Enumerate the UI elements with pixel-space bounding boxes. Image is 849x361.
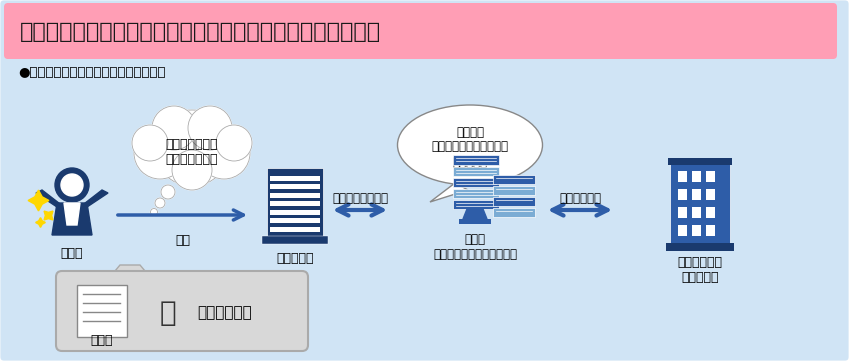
FancyBboxPatch shape: [453, 189, 499, 198]
FancyBboxPatch shape: [270, 193, 320, 198]
FancyBboxPatch shape: [270, 201, 320, 206]
FancyBboxPatch shape: [678, 189, 687, 200]
FancyBboxPatch shape: [678, 207, 687, 218]
Polygon shape: [36, 190, 64, 207]
Polygon shape: [110, 265, 150, 277]
Text: マイナンバーを
提示すればいい: マイナンバーを 提示すればいい: [166, 138, 218, 166]
FancyBboxPatch shape: [267, 168, 323, 236]
Circle shape: [150, 209, 158, 216]
Circle shape: [132, 125, 168, 161]
Ellipse shape: [397, 105, 543, 185]
Circle shape: [172, 150, 212, 190]
FancyBboxPatch shape: [77, 285, 127, 337]
FancyBboxPatch shape: [706, 225, 715, 236]
FancyBboxPatch shape: [692, 225, 701, 236]
FancyBboxPatch shape: [493, 197, 535, 206]
Circle shape: [152, 106, 196, 150]
Circle shape: [154, 110, 230, 186]
FancyBboxPatch shape: [270, 218, 320, 223]
Text: 法務省
（戸籍情報連携システム）: 法務省 （戸籍情報連携システム）: [433, 233, 517, 261]
FancyBboxPatch shape: [706, 189, 715, 200]
FancyBboxPatch shape: [270, 210, 320, 215]
Polygon shape: [463, 209, 487, 219]
FancyBboxPatch shape: [270, 176, 320, 181]
FancyBboxPatch shape: [56, 271, 308, 351]
Circle shape: [61, 174, 83, 196]
Text: ３．マイナンバー制度の活用による戸籍証明書等の添付省略: ３．マイナンバー制度の活用による戸籍証明書等の添付省略: [20, 22, 381, 42]
Polygon shape: [430, 183, 468, 202]
FancyBboxPatch shape: [666, 243, 734, 251]
FancyBboxPatch shape: [678, 225, 687, 236]
Polygon shape: [52, 203, 92, 235]
FancyBboxPatch shape: [459, 219, 491, 224]
Text: マイナンバー: マイナンバー: [198, 305, 252, 321]
Circle shape: [216, 125, 252, 161]
Circle shape: [55, 168, 89, 202]
FancyBboxPatch shape: [706, 171, 715, 182]
Circle shape: [188, 106, 232, 150]
FancyBboxPatch shape: [670, 163, 730, 243]
Text: ネットワーク連携: ネットワーク連携: [332, 191, 388, 204]
FancyBboxPatch shape: [262, 236, 328, 244]
Polygon shape: [64, 203, 80, 225]
Circle shape: [134, 127, 186, 179]
FancyBboxPatch shape: [692, 207, 701, 218]
Text: ＋: ＋: [160, 299, 177, 327]
Text: 申請先機関: 申請先機関: [276, 252, 314, 265]
FancyBboxPatch shape: [453, 178, 499, 187]
FancyBboxPatch shape: [692, 171, 701, 182]
Text: 情報提供
ネットワークシステムを
介した連携: 情報提供 ネットワークシステムを 介した連携: [431, 126, 509, 169]
Text: 申請: 申請: [176, 234, 190, 247]
Polygon shape: [80, 190, 108, 207]
FancyBboxPatch shape: [692, 189, 701, 200]
Circle shape: [161, 185, 175, 199]
FancyBboxPatch shape: [4, 3, 837, 59]
FancyBboxPatch shape: [453, 155, 499, 165]
Text: 申請人: 申請人: [61, 247, 83, 260]
Text: ●申請手続（児童扶養手当認定請求等）: ●申請手続（児童扶養手当認定請求等）: [18, 65, 166, 78]
Circle shape: [155, 198, 165, 208]
FancyBboxPatch shape: [493, 175, 535, 184]
FancyBboxPatch shape: [678, 171, 687, 182]
Text: 申請書: 申請書: [91, 334, 113, 347]
FancyBboxPatch shape: [270, 184, 320, 189]
FancyBboxPatch shape: [493, 208, 535, 217]
FancyBboxPatch shape: [453, 167, 499, 176]
FancyBboxPatch shape: [706, 207, 715, 218]
FancyBboxPatch shape: [453, 200, 499, 209]
FancyBboxPatch shape: [270, 227, 320, 232]
FancyBboxPatch shape: [668, 158, 732, 165]
Text: システム連携: システム連携: [559, 191, 601, 204]
FancyBboxPatch shape: [493, 186, 535, 195]
Text: 市区町村役場
（本籍地）: 市区町村役場 （本籍地）: [678, 256, 722, 284]
Circle shape: [198, 127, 250, 179]
